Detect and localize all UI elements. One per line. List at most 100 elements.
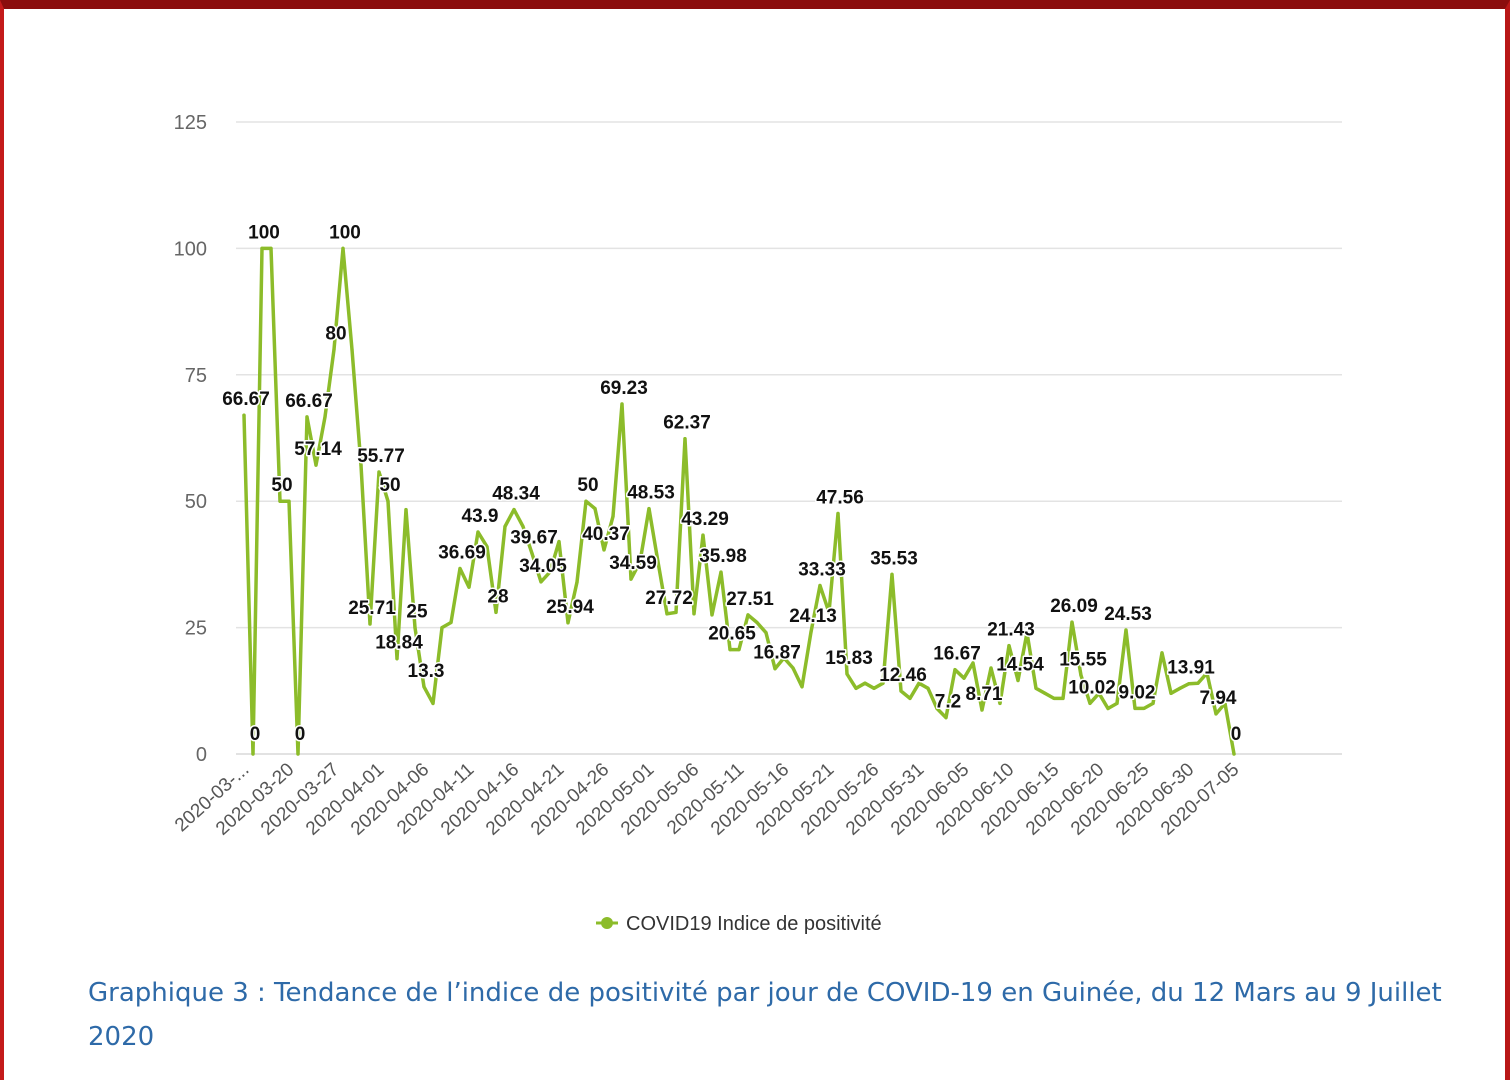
data-point	[872, 686, 876, 690]
data-point	[1052, 696, 1056, 700]
data-label: 100	[248, 222, 280, 243]
data-label: 20.65	[708, 624, 756, 645]
data-point	[908, 696, 912, 700]
data-point	[719, 570, 723, 574]
data-label: 0	[1231, 724, 1242, 745]
series-line-group	[242, 246, 1236, 756]
data-point	[611, 514, 615, 518]
data-point	[755, 620, 759, 625]
data-label: 47.56	[816, 488, 864, 509]
data-point	[764, 631, 768, 635]
y-tick-label-75: 75	[185, 365, 207, 387]
data-point	[242, 413, 246, 417]
data-label: 25.94	[546, 597, 594, 618]
data-point	[854, 686, 858, 690]
data-point	[548, 570, 552, 574]
data-point	[737, 647, 741, 652]
data-point	[944, 715, 948, 720]
data-label: 69.23	[600, 378, 648, 399]
data-point	[458, 566, 462, 571]
data-point	[638, 560, 642, 564]
data-label: 14.54	[996, 654, 1044, 675]
data-point	[800, 685, 804, 689]
data-label: 28	[487, 586, 508, 607]
data-label: 7.94	[1200, 688, 1237, 709]
data-point	[584, 499, 588, 503]
data-label: 39.67	[510, 527, 558, 548]
data-point	[1025, 631, 1029, 635]
data-point	[341, 246, 345, 250]
data-label: 34.59	[609, 553, 657, 574]
y-tick-label-100: 100	[174, 238, 207, 260]
data-label: 15.55	[1059, 649, 1107, 670]
data-point	[593, 507, 597, 511]
data-point	[1016, 678, 1020, 683]
data-point	[251, 752, 255, 756]
data-labels: 66.67 0 100 50 0 66.67 57.14 80 100 25.71 55.77 50 1…	[221, 221, 1243, 747]
data-point	[1124, 628, 1128, 632]
data-label: 34.05	[519, 556, 567, 577]
data-point	[269, 246, 273, 250]
data-point	[314, 463, 318, 467]
data-label: 8.71	[966, 684, 1003, 705]
data-point	[1196, 681, 1200, 685]
data-label: 15.83	[825, 648, 873, 669]
data-label: 66.67	[222, 389, 270, 410]
data-label: 27.51	[726, 589, 774, 610]
y-tick-label-25: 25	[185, 618, 207, 640]
data-point	[1151, 701, 1155, 706]
data-label: 50	[271, 475, 292, 496]
data-point	[521, 524, 525, 529]
data-label: 24.53	[1104, 604, 1152, 625]
data-point	[539, 580, 543, 584]
data-point	[809, 630, 813, 634]
data-point	[953, 668, 957, 672]
data-label: 21.43	[987, 620, 1035, 641]
data-point	[827, 610, 831, 615]
data-point	[422, 685, 426, 689]
data-label: 12.46	[879, 665, 927, 686]
data-point	[890, 572, 894, 576]
data-point	[1097, 691, 1101, 695]
data-point	[1079, 673, 1083, 677]
data-point	[836, 511, 840, 516]
data-point	[674, 610, 678, 615]
x-axis-ticks: 2020-03-...2020-03-202020-03-272020-04-0…	[171, 759, 1243, 840]
y-tick-label-50: 50	[185, 491, 207, 513]
data-label: 35.98	[699, 546, 747, 567]
data-point	[746, 613, 750, 617]
data-point	[863, 681, 867, 685]
data-point	[935, 706, 939, 711]
data-point	[1223, 701, 1227, 706]
data-point	[1007, 644, 1011, 648]
data-point	[431, 701, 435, 706]
data-label: 10.02	[1068, 677, 1116, 698]
data-point	[332, 347, 336, 352]
data-point	[350, 347, 354, 352]
data-point	[305, 415, 309, 419]
data-point	[413, 626, 417, 630]
data-point	[980, 708, 984, 712]
data-label: 43.9	[462, 506, 499, 527]
data-point	[899, 689, 903, 693]
data-point	[1061, 696, 1065, 700]
data-point	[260, 246, 264, 250]
data-label: 80	[325, 324, 346, 345]
data-point	[476, 530, 480, 534]
data-label: 25.71	[348, 598, 396, 619]
data-point	[395, 657, 399, 661]
data-label: 25	[406, 602, 428, 623]
data-point	[1187, 682, 1191, 686]
data-label: 50	[577, 475, 598, 496]
data-point	[728, 647, 732, 652]
data-point	[656, 560, 660, 564]
data-label: 66.67	[285, 391, 333, 412]
data-point	[710, 613, 714, 617]
data-point	[1142, 706, 1146, 710]
positivity-line-chart: 0 25 50 75 100 125 2020-03-...2020-03-202020-…	[171, 112, 1342, 935]
data-point	[818, 583, 822, 588]
data-label: 50	[379, 475, 400, 496]
data-point	[1133, 706, 1137, 710]
data-point	[512, 507, 516, 512]
data-label: 55.77	[357, 446, 405, 467]
